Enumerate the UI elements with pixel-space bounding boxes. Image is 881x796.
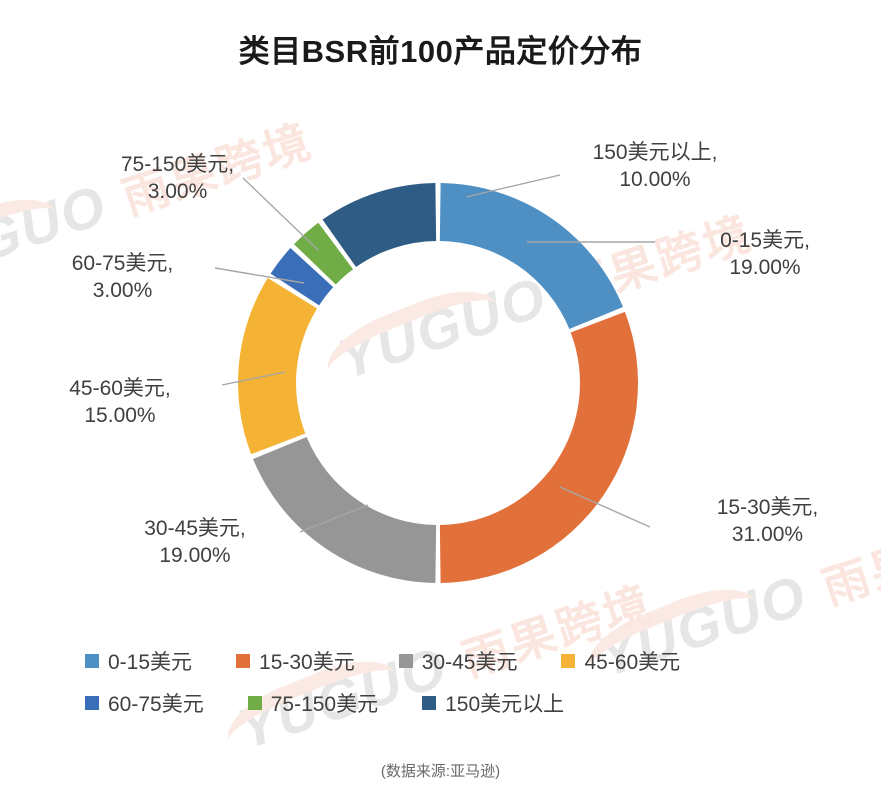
legend-label: 15-30美元 — [259, 651, 355, 674]
legend-item[interactable]: 60-75美元 — [85, 688, 204, 718]
data-label-45-60: 45-60美元, 15.00% — [20, 376, 220, 429]
legend-swatch-icon — [247, 696, 262, 710]
legend-swatch-icon — [85, 696, 99, 710]
data-label-30-45: 30-45美元, 19.00% — [95, 516, 295, 569]
data-label-category: 0-15美元, — [720, 229, 810, 252]
data-label-15-30: 15-30美元, 31.00% — [655, 495, 880, 548]
legend-swatch-icon — [85, 654, 99, 668]
data-label-value: 3.00% — [92, 278, 153, 302]
data-label-category: 60-75美元, — [71, 252, 174, 275]
donut-slice[interactable] — [237, 278, 318, 455]
leader-line — [214, 267, 305, 284]
leader-line — [299, 504, 369, 533]
leader-line — [559, 486, 651, 528]
data-label-value: 31.00% — [731, 522, 804, 546]
legend-label: 45-60美元 — [584, 651, 681, 674]
legend-row-1: 0-15美元 15-30美元 30-45美元 45-60美元 — [0, 640, 881, 682]
data-label-value: 3.00% — [147, 179, 208, 203]
legend-label: 30-45美元 — [421, 651, 518, 674]
data-label-category: 30-45美元, — [144, 517, 246, 540]
data-label-60-75: 60-75美元, 3.00% — [25, 251, 220, 304]
data-label-category: 75-150美元, — [120, 153, 235, 176]
legend-swatch-icon — [398, 654, 413, 668]
leader-line — [221, 371, 286, 386]
data-label-category: 150美元以上, — [592, 141, 718, 164]
chart-title: 类目BSR前100产品定价分布 — [238, 34, 643, 69]
legend-label: 150美元以上 — [445, 693, 565, 716]
data-label-value: 19.00% — [159, 543, 231, 567]
legend-item[interactable]: 150美元以上 — [422, 688, 564, 718]
legend-item[interactable]: 30-45美元 — [398, 646, 518, 676]
legend-item[interactable]: 15-30美元 — [236, 646, 355, 676]
legend-label: 60-75美元 — [108, 693, 204, 716]
legend-label: 0-15美元 — [108, 651, 193, 674]
legend-swatch-icon — [561, 654, 576, 668]
data-label-value: 10.00% — [619, 167, 691, 191]
data-label-value: 15.00% — [84, 403, 156, 427]
donut-slices — [237, 183, 638, 583]
donut-slice[interactable] — [294, 222, 354, 285]
data-label-75-150: 75-150美元, 3.00% — [75, 152, 280, 205]
donut-slice[interactable] — [439, 311, 638, 583]
source-note: (数据来源:亚马逊) — [380, 763, 501, 780]
leader-line — [465, 174, 561, 198]
legend-swatch-icon — [236, 654, 251, 668]
donut-slice[interactable] — [322, 183, 437, 268]
donut-slice[interactable] — [439, 183, 623, 330]
legend-item[interactable]: 75-150美元 — [247, 688, 379, 718]
legend-swatch-icon — [422, 696, 437, 710]
chart-legend: 0-15美元 15-30美元 30-45美元 45-60美元 60-75美元 75-15… — [0, 640, 881, 724]
data-label-category: 15-30美元, — [716, 496, 819, 519]
leader-lines — [214, 174, 655, 533]
donut-slice[interactable] — [253, 436, 437, 583]
legend-item[interactable]: 45-60美元 — [561, 646, 680, 676]
data-label-0-15: 0-15美元, 19.00% — [660, 228, 870, 281]
leader-line — [242, 177, 319, 251]
legend-row-2: 60-75美元 75-150美元 150美元以上 — [0, 682, 881, 724]
data-label-value: 19.00% — [729, 255, 801, 279]
legend-item[interactable]: 0-15美元 — [85, 646, 192, 676]
data-label-category: 45-60美元, — [69, 377, 171, 400]
data-label-150-plus: 150美元以上, 10.00% — [525, 140, 785, 193]
legend-label: 75-150美元 — [270, 693, 379, 716]
donut-slice[interactable] — [270, 248, 334, 306]
